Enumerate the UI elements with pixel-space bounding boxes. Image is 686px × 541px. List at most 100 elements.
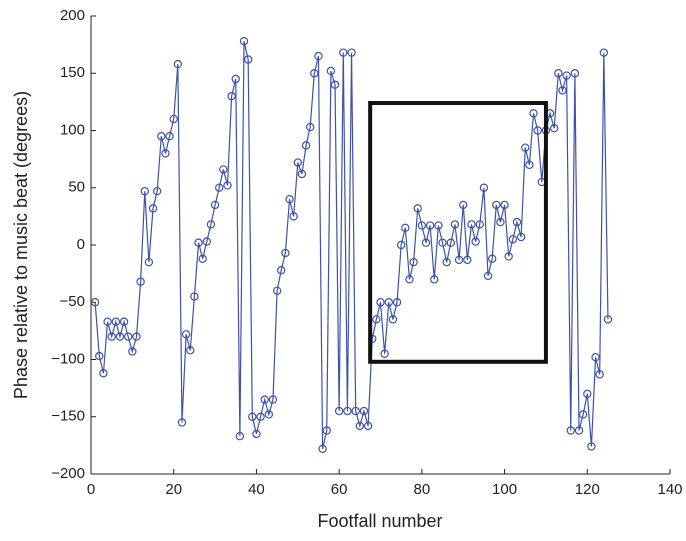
- data-point: [256, 412, 265, 421]
- data-point: [194, 238, 203, 247]
- y-axis-title: Phase relative to music beat (degrees): [11, 91, 31, 399]
- data-point: [190, 292, 199, 301]
- data-point: [529, 109, 538, 118]
- data-point: [186, 346, 195, 355]
- data-point: [314, 51, 323, 61]
- data-point: [169, 114, 178, 124]
- data-point: [504, 252, 513, 261]
- x-tick-label: 140: [657, 481, 682, 498]
- data-point: [310, 69, 319, 78]
- data-point: [442, 257, 451, 267]
- data-point: [396, 240, 406, 250]
- data-point: [409, 257, 418, 267]
- x-tick-label: 20: [165, 481, 182, 498]
- data-point: [248, 412, 257, 421]
- data-point: [570, 69, 580, 78]
- data-point: [417, 221, 427, 230]
- data-point: [475, 220, 484, 229]
- y-tick-label: 150: [60, 64, 85, 81]
- data-point: [243, 55, 253, 64]
- data-point: [330, 80, 340, 89]
- data-point: [603, 315, 613, 324]
- data-point: [128, 347, 137, 356]
- data-point: [516, 232, 526, 242]
- data-point: [591, 353, 600, 362]
- data-point: [492, 200, 501, 210]
- x-tick-label: 40: [248, 481, 265, 498]
- y-tick-label: −200: [51, 465, 85, 482]
- data-point: [347, 48, 356, 57]
- data-point: [454, 255, 464, 265]
- data-point: [521, 143, 530, 152]
- data-point: [459, 200, 468, 210]
- data-line: [94, 41, 609, 449]
- data-point: [467, 220, 476, 229]
- data-point: [421, 238, 431, 247]
- data-point: [334, 406, 344, 416]
- data-point: [326, 66, 336, 76]
- data-point: [363, 421, 373, 431]
- data-point: [355, 421, 365, 431]
- data-point: [289, 212, 298, 221]
- data-point: [446, 238, 456, 247]
- data-point: [318, 444, 327, 454]
- data-point: [124, 332, 133, 341]
- y-tick-label: −150: [51, 408, 85, 425]
- data-point: [487, 254, 497, 263]
- data-point: [215, 183, 224, 192]
- y-tick-label: −100: [51, 350, 85, 367]
- data-point: [264, 410, 274, 419]
- data-point: [227, 91, 236, 101]
- data-point: [562, 71, 571, 80]
- data-point: [161, 149, 170, 158]
- data-point: [425, 221, 435, 230]
- data-point: [210, 200, 220, 210]
- data-point: [148, 204, 158, 213]
- data-point: [376, 298, 385, 307]
- data-point: [479, 183, 489, 192]
- data-point: [401, 223, 410, 233]
- data-point: [558, 86, 567, 95]
- data-point: [272, 286, 282, 295]
- data-point: [405, 275, 414, 284]
- data-point: [157, 132, 166, 141]
- data-point: [343, 406, 352, 416]
- data-point: [231, 74, 240, 84]
- data-point: [430, 275, 439, 284]
- data-point: [384, 298, 393, 307]
- x-tick-label: 120: [575, 481, 600, 498]
- data-point: [99, 369, 108, 378]
- data-point: [372, 315, 381, 324]
- data-point: [260, 395, 269, 404]
- data-point: [140, 186, 149, 196]
- y-tick-label: 0: [77, 236, 85, 253]
- data-point: [392, 298, 402, 307]
- data-point: [380, 349, 389, 358]
- data-point: [165, 132, 174, 141]
- x-tick-label: 100: [492, 481, 517, 498]
- data-point: [351, 406, 360, 416]
- x-axis-title: Footfall number: [317, 511, 442, 531]
- data-point: [252, 429, 261, 439]
- data-point: [434, 221, 443, 230]
- data-point: [198, 254, 207, 263]
- x-tick-label: 0: [87, 481, 95, 498]
- data-point: [277, 265, 286, 275]
- data-point: [574, 426, 584, 435]
- data-point: [463, 255, 472, 265]
- data-point: [181, 330, 191, 339]
- data-point: [496, 217, 505, 227]
- data-point: [599, 48, 609, 57]
- data-point: [152, 186, 162, 196]
- data-point: [450, 220, 460, 229]
- data-point: [177, 418, 187, 427]
- data-point: [339, 48, 348, 57]
- data-point: [595, 370, 604, 379]
- data-point: [471, 237, 480, 246]
- data-point: [268, 395, 278, 404]
- data-point: [119, 317, 129, 326]
- data-point: [281, 248, 290, 258]
- data-point: [173, 59, 183, 69]
- x-tick-label: 80: [414, 481, 431, 498]
- data-point: [583, 389, 592, 399]
